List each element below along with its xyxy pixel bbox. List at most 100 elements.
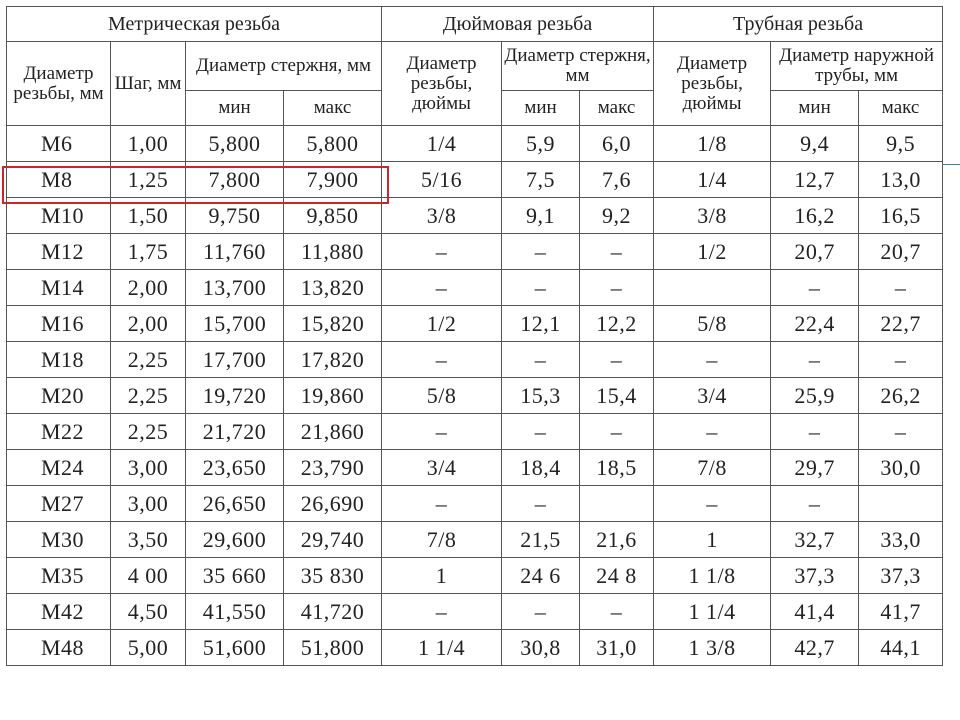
metric-rod-max-header: макс bbox=[282, 90, 383, 126]
table-row: М20 2,25 19,720 19,860 5/8 15,3 15,4 3/4 25,9 26,… bbox=[6, 377, 944, 414]
inch-diameter-cell: – bbox=[381, 341, 503, 378]
inch-diameter-cell: 1/4 bbox=[381, 125, 503, 162]
inch-rod-min-cell: – bbox=[501, 233, 581, 270]
metric-rod-max-cell: 51,800 bbox=[282, 629, 383, 666]
pipe-outer-max-cell: 41,7 bbox=[858, 593, 944, 630]
metric-rod-min-cell: 51,600 bbox=[185, 629, 284, 666]
metric-rod-min-cell: 35 660 bbox=[185, 557, 284, 594]
metric-rod-max-cell: 5,800 bbox=[282, 125, 383, 162]
pipe-diameter-cell: 7/8 bbox=[653, 449, 772, 486]
metric-rod-max-cell: 26,690 bbox=[282, 485, 383, 522]
inch-rod-min-cell: 5,9 bbox=[501, 125, 581, 162]
pipe-diameter-cell: 1/8 bbox=[653, 125, 772, 162]
inch-rod-min-cell: – bbox=[501, 593, 581, 630]
pipe-diameter-cell: 3/4 bbox=[653, 377, 772, 414]
inch-rod-min-cell: 24 6 bbox=[501, 557, 581, 594]
inch-rod-max-cell: 7,6 bbox=[579, 161, 655, 198]
inch-diameter-cell: – bbox=[381, 269, 503, 306]
pitch-cell: 2,25 bbox=[110, 377, 186, 414]
inch-rod-min-cell: 21,5 bbox=[501, 521, 581, 558]
metric-thread-header: Метрическая резьба bbox=[5, 6, 383, 42]
inch-thread-header: Дюймовая резьба bbox=[381, 6, 655, 42]
inch-rod-min-cell: 12,1 bbox=[501, 305, 581, 342]
inch-rod-max-cell: 9,2 bbox=[579, 197, 655, 234]
metric-rod-min-header: мин bbox=[185, 90, 284, 126]
metric-rod-max-cell: 23,790 bbox=[282, 449, 383, 486]
pipe-diameter-cell: 1 1/8 bbox=[653, 557, 772, 594]
metric-diameter-cell: М30 bbox=[6, 521, 111, 558]
pipe-diameter-cell: 3/8 bbox=[653, 197, 772, 234]
metric-diameter-cell: М14 bbox=[6, 269, 111, 306]
inch-diameter-cell: 3/8 bbox=[381, 197, 503, 234]
metric-rod-max-cell: 17,820 bbox=[282, 341, 383, 378]
inch-rod-max-cell bbox=[579, 485, 655, 522]
metric-rod-min-cell: 15,700 bbox=[185, 305, 284, 342]
table-row: М22 2,25 21,720 21,860– – – – – – bbox=[6, 413, 944, 450]
pipe-thread-header: Трубная резьба bbox=[653, 6, 944, 42]
inch-rod-max-cell: 24 8 bbox=[579, 557, 655, 594]
metric-rod-max-cell: 21,860 bbox=[282, 413, 383, 450]
table-row: М6 1,00 5,800 5,800 1/4 5,9 6,0 1/8 9,4 9,5 bbox=[6, 125, 944, 162]
metric-rod-max-cell: 19,860 bbox=[282, 377, 383, 414]
table-row: М18 2,25 17,700 17,820– – – – – – bbox=[6, 341, 944, 378]
inch-rod-min-cell: 9,1 bbox=[501, 197, 581, 234]
pitch-cell: 3,00 bbox=[110, 485, 186, 522]
metric-diameter-cell: М8 bbox=[6, 161, 111, 198]
pitch-cell: 1,50 bbox=[110, 197, 186, 234]
inch-rod-diameter-header: Диаметр стержня, мм bbox=[501, 41, 655, 91]
metric-rod-min-cell: 29,600 bbox=[185, 521, 284, 558]
pipe-diameter-cell: 1 bbox=[653, 521, 772, 558]
pipe-outer-min-cell: 41,4 bbox=[770, 593, 860, 630]
pipe-outer-diameter-header: Диаметр наружной трубы, мм bbox=[770, 41, 944, 91]
inch-diameter-cell: 5/16 bbox=[381, 161, 503, 198]
pitch-cell: 2,00 bbox=[110, 305, 186, 342]
metric-rod-max-cell: 7,900 bbox=[282, 161, 383, 198]
metric-diameter-cell: М16 bbox=[6, 305, 111, 342]
table-row: М8 1,25 7,800 7,900 5/16 7,5 7,6 1/4 12,7 13,0 bbox=[6, 161, 944, 198]
pipe-outer-min-cell: 32,7 bbox=[770, 521, 860, 558]
table-row: М42 4,50 41,550 41,720– – –1 1/4 41,4 41,7 bbox=[6, 593, 944, 630]
inch-diameter-cell: 7/8 bbox=[381, 521, 503, 558]
metric-rod-max-cell: 13,820 bbox=[282, 269, 383, 306]
metric-diameter-cell: М24 bbox=[6, 449, 111, 486]
metric-rod-max-cell: 35 830 bbox=[282, 557, 383, 594]
inch-rod-max-cell: – bbox=[579, 593, 655, 630]
inch-rod-max-cell: 15,4 bbox=[579, 377, 655, 414]
inch-diameter-cell: – bbox=[381, 593, 503, 630]
table-body: М6 1,00 5,800 5,800 1/4 5,9 6,0 1/8 9,4 9,5 М8 1,25… bbox=[6, 125, 944, 666]
pipe-diameter-cell: – bbox=[653, 485, 772, 522]
pipe-outer-max-header: макс bbox=[858, 90, 944, 126]
inch-diameter-cell: 1 1/4 bbox=[381, 629, 503, 666]
pitch-cell: 1,00 bbox=[110, 125, 186, 162]
pitch-cell: 3,00 bbox=[110, 449, 186, 486]
table-row: М10 1,50 9,750 9,850 3/8 9,1 9,2 3/8 16,2 16,5 bbox=[6, 197, 944, 234]
pipe-outer-min-cell: 9,4 bbox=[770, 125, 860, 162]
pipe-outer-max-cell: 37,3 bbox=[858, 557, 944, 594]
pipe-outer-min-cell: 42,7 bbox=[770, 629, 860, 666]
pipe-diameter-cell: 1/2 bbox=[653, 233, 772, 270]
table-row: М48 5,00 51,600 51,800 1 1/4 30,8 31,0 1 3/8 42,… bbox=[6, 629, 944, 666]
metric-diameter-cell: М10 bbox=[6, 197, 111, 234]
table-row: М12 1,75 11,760 11,880– – –1/2 20,7 20,7 bbox=[6, 233, 944, 270]
table-row: М30 3,50 29,600 29,740 7/8 21,5 21,6 1 32,7 33,0 bbox=[6, 521, 944, 558]
inch-diameter-cell: 3/4 bbox=[381, 449, 503, 486]
inch-rod-min-cell: 18,4 bbox=[501, 449, 581, 486]
table-row: М14 2,00 13,700 13,820– – – – – bbox=[6, 269, 944, 306]
pipe-outer-min-cell: 16,2 bbox=[770, 197, 860, 234]
pipe-outer-max-cell: 20,7 bbox=[858, 233, 944, 270]
inch-diameter-cell: 1/2 bbox=[381, 305, 503, 342]
inch-rod-min-cell: 30,8 bbox=[501, 629, 581, 666]
metric-rod-max-cell: 11,880 bbox=[282, 233, 383, 270]
pipe-outer-max-cell: 30,0 bbox=[858, 449, 944, 486]
metric-rod-max-cell: 41,720 bbox=[282, 593, 383, 630]
metric-rod-min-cell: 26,650 bbox=[185, 485, 284, 522]
pipe-diameter-cell: 5/8 bbox=[653, 305, 772, 342]
metric-diameter-cell: М48 bbox=[6, 629, 111, 666]
pipe-diameter-cell bbox=[653, 269, 772, 306]
pipe-outer-max-cell: 26,2 bbox=[858, 377, 944, 414]
inch-rod-max-cell: – bbox=[579, 413, 655, 450]
inch-rod-max-cell: – bbox=[579, 269, 655, 306]
thread-table: Метрическая резьба Дюймовая резьба Трубн… bbox=[5, 6, 944, 666]
metric-rod-min-cell: 13,700 bbox=[185, 269, 284, 306]
pipe-outer-min-cell: 22,4 bbox=[770, 305, 860, 342]
